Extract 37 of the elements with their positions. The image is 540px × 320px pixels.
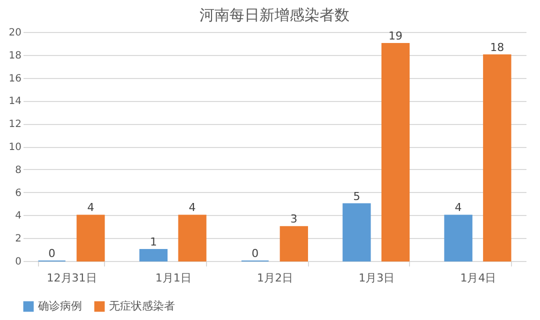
- y-tick-label: 6: [15, 188, 22, 199]
- y-tick-label: 14: [8, 96, 22, 108]
- bar: [139, 249, 168, 262]
- data-label: 18: [490, 40, 504, 54]
- data-label: 4: [87, 201, 94, 214]
- x-tick-label: 1月2日: [257, 272, 293, 284]
- bar: [444, 214, 472, 262]
- y-tick-label: 4: [15, 210, 22, 222]
- data-label: 19: [388, 29, 403, 42]
- x-tick-label: 1月3日: [358, 272, 395, 284]
- data-label: 3: [290, 212, 298, 226]
- legend-label: 确诊病例: [37, 300, 82, 313]
- y-tick-label: 20: [8, 28, 22, 38]
- bar: [381, 42, 410, 262]
- bar: [483, 54, 512, 262]
- bar: [178, 214, 206, 262]
- legend-label: 无症状感染者: [109, 300, 175, 313]
- data-label: 1: [150, 236, 157, 249]
- data-label: 4: [454, 201, 462, 214]
- data-label: 4: [188, 201, 196, 214]
- y-tick-label: 2: [15, 234, 22, 245]
- x-tick-label: 1月4日: [460, 272, 496, 284]
- bar: [76, 214, 105, 262]
- chart-title: 河南每日新增感染者数: [200, 6, 350, 24]
- bar: [280, 226, 308, 262]
- y-tick-label: 18: [8, 50, 22, 62]
- bar: [342, 203, 371, 262]
- y-tick-label: 12: [8, 119, 22, 130]
- y-tick-label: 10: [8, 142, 22, 153]
- data-label: 0: [48, 247, 56, 260]
- data-label: 5: [353, 190, 360, 203]
- y-tick-label: 8: [15, 164, 22, 176]
- data-label: 0: [252, 247, 259, 260]
- y-tick-label: 16: [8, 73, 22, 84]
- x-tick-label: 12月31日: [46, 272, 97, 284]
- y-tick-label: 0: [15, 256, 22, 268]
- x-tick-label: 1月1日: [155, 272, 192, 284]
